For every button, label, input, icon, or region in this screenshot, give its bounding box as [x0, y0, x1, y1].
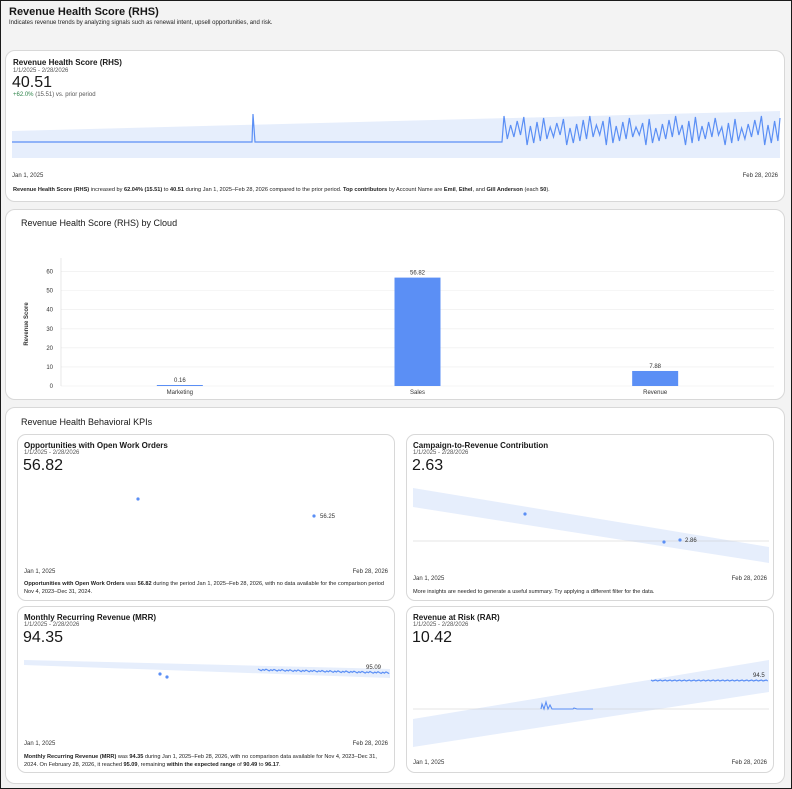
x-category-label: Revenue	[643, 390, 668, 396]
main-kpi-value: 40.51	[12, 74, 53, 91]
cloud-bar-chart: 0 10 20 30 40 50 60 Revenue Score 0.16 Marketing 5…	[24, 258, 774, 396]
data-point	[678, 538, 682, 542]
kpi-value: 56.82	[23, 457, 64, 474]
kpi-date-range: 1/1/2025 - 2/28/2026	[413, 450, 469, 456]
trend-band	[413, 660, 769, 747]
bar-marketing	[156, 385, 203, 386]
trend-band	[24, 660, 390, 678]
data-point	[165, 675, 169, 679]
kpi-date-range: 1/1/2025 - 2/28/2026	[24, 622, 80, 628]
kpi-title: Monthly Recurring Revenue (MRR)	[24, 613, 157, 622]
page-description: Indicates revenue trends by analyzing si…	[9, 20, 273, 26]
end-value-label: 95.09	[366, 665, 382, 671]
kpi-x-start: Jan 1, 2025	[24, 569, 56, 575]
kpi-x-start: Jan 1, 2025	[413, 576, 445, 582]
kpi-summary: Monthly Recurring Revenue (MRR) was 94.3…	[24, 754, 377, 769]
data-point	[662, 540, 666, 544]
bar-sales	[394, 277, 441, 386]
kpi-date-range: 1/1/2025 - 2/28/2026	[413, 622, 469, 628]
end-value-label: 2.86	[685, 538, 697, 544]
kpi-x-end: Feb 28, 2026	[731, 576, 767, 582]
kpi-summary: Opportunities with Open Work Orders was …	[24, 581, 384, 596]
kpi-summary: More insights are needed to generate a u…	[413, 589, 655, 595]
data-point	[158, 672, 162, 676]
data-point	[312, 514, 316, 518]
kpi-sparkline: 94.5	[413, 660, 769, 747]
trend-band	[413, 488, 769, 563]
main-kpi-title: Revenue Health Score (RHS)	[13, 58, 122, 67]
y-axis-label: Revenue Score	[24, 302, 30, 346]
kpi-value: 2.63	[412, 457, 444, 474]
y-tick-label: 0	[50, 384, 54, 390]
trend-line	[650, 679, 769, 682]
main-kpi-change-detail: (15.51) vs. prior period	[35, 92, 96, 98]
main-kpi-summary: Revenue Health Score (RHS) increased by …	[13, 187, 550, 193]
kpi-card-open-work-orders[interactable]: Opportunities with Open Work Orders 1/1/…	[17, 434, 395, 601]
bar-revenue	[632, 370, 679, 386]
x-category-label: Marketing	[167, 390, 193, 396]
main-kpi-card[interactable]: Revenue Health Score (RHS) 1/1/2025 - 2/…	[5, 50, 785, 202]
bar-value-label: 0.16	[174, 378, 186, 384]
bar-value-label: 7.88	[649, 364, 661, 370]
main-kpi-date-range: 1/1/2025 - 2/28/2026	[13, 68, 69, 74]
kpi-card-revenue-at-risk[interactable]: Revenue at Risk (RAR) 1/1/2025 - 2/28/20…	[406, 606, 774, 773]
kpi-sparkline: 95.09	[24, 660, 390, 679]
kpi-card-campaign-contribution[interactable]: Campaign-to-Revenue Contribution 1/1/202…	[406, 434, 774, 601]
kpi-x-start: Jan 1, 2025	[413, 760, 445, 766]
kpi-value: 10.42	[412, 629, 453, 646]
kpi-sparkline: 2.86	[413, 488, 769, 563]
trend-line	[12, 113, 781, 146]
kpi-title: Campaign-to-Revenue Contribution	[413, 441, 549, 450]
end-value-label: 56.25	[320, 514, 336, 520]
bar-value-label: 56.82	[410, 271, 426, 277]
data-point	[523, 512, 527, 516]
y-tick-label: 60	[46, 270, 53, 276]
y-tick-label: 10	[46, 365, 53, 371]
kpi-x-end: Feb 28, 2026	[352, 569, 388, 575]
main-x-end: Feb 28, 2026	[742, 173, 778, 179]
data-point	[136, 497, 140, 501]
kpi-title: Opportunities with Open Work Orders	[24, 441, 168, 450]
end-value-label: 94.5	[753, 673, 765, 679]
cloud-chart-title: Revenue Health Score (RHS) by Cloud	[21, 218, 178, 228]
main-kpi-change-percent: +62.0%	[13, 92, 34, 98]
x-category-label: Sales	[410, 390, 425, 396]
trend-line-early	[540, 699, 593, 711]
kpi-x-end: Feb 28, 2026	[352, 741, 388, 747]
y-tick-label: 30	[46, 327, 53, 333]
y-tick-label: 50	[46, 289, 53, 295]
y-tick-label: 20	[46, 346, 53, 352]
kpi-value: 94.35	[23, 629, 64, 646]
kpi-x-end: Feb 28, 2026	[731, 760, 767, 766]
cloud-chart-card[interactable]: Revenue Health Score (RHS) by Cloud 0 10 2…	[5, 209, 785, 400]
kpi-date-range: 1/1/2025 - 2/28/2026	[24, 450, 80, 456]
main-kpi-change: +62.0% (15.51) vs. prior period	[13, 92, 96, 98]
main-x-start: Jan 1, 2025	[12, 173, 44, 179]
trend-band	[12, 111, 780, 158]
kpi-card-mrr[interactable]: Monthly Recurring Revenue (MRR) 1/1/2025…	[17, 606, 395, 773]
trend-line	[257, 668, 390, 675]
page-title: Revenue Health Score (RHS)	[9, 6, 159, 18]
kpi-x-start: Jan 1, 2025	[24, 741, 56, 747]
kpi-title: Revenue at Risk (RAR)	[413, 613, 500, 622]
behavioral-kpis-title: Revenue Health Behavioral KPIs	[21, 417, 153, 427]
kpi-sparkline: 56.25	[136, 497, 336, 520]
main-sparkline	[12, 111, 781, 158]
y-tick-label: 40	[46, 308, 53, 314]
